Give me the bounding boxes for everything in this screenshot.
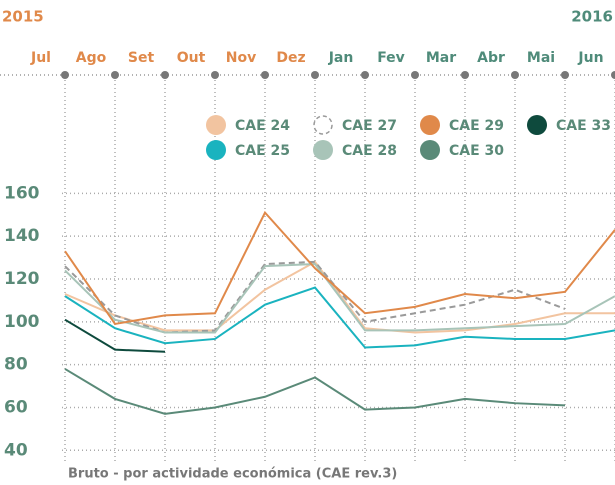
legend-marker — [206, 115, 226, 135]
y-tick-label: 120 — [4, 269, 40, 289]
caption: Bruto - por actividade económica (CAE re… — [68, 467, 397, 482]
series-line — [64, 286, 615, 349]
y-tick-label: 60 — [4, 397, 28, 417]
legend-label: CAE 33 — [556, 118, 611, 134]
timeline-dot — [361, 71, 369, 79]
series-line — [64, 318, 166, 353]
legend-marker — [206, 140, 226, 160]
legend-label: CAE 24 — [235, 118, 290, 134]
y-tick-label: 40 — [4, 440, 28, 460]
x-tick-label: Mai — [527, 50, 555, 66]
y-tick-label: 140 — [4, 226, 40, 246]
series-line — [64, 260, 566, 334]
x-tick-label: Abr — [477, 50, 505, 66]
x-tick-label: Jun — [577, 50, 603, 66]
timeline-dot — [511, 71, 519, 79]
timeline-dot — [61, 71, 69, 79]
timeline-dot — [111, 71, 119, 79]
timeline-dot — [261, 71, 269, 79]
x-tick-label: Jul — [30, 50, 51, 66]
legend-marker — [420, 140, 440, 160]
timeline-dot — [411, 71, 419, 79]
x-tick-label: Ago — [76, 50, 107, 66]
timeline-dot — [161, 71, 169, 79]
x-tick-label: Out — [177, 50, 206, 66]
series-line — [64, 368, 566, 415]
x-tick-label: Fev — [377, 50, 405, 66]
legend-label: CAE 30 — [449, 143, 504, 159]
x-tick-label: Set — [128, 50, 155, 66]
timeline-dot — [561, 71, 569, 79]
year-label: 2016 — [571, 8, 613, 26]
series-line — [64, 210, 615, 326]
legend-marker — [313, 140, 333, 160]
y-tick-label: 80 — [4, 355, 28, 375]
legend-label: CAE 25 — [235, 143, 290, 159]
legend-marker — [527, 115, 547, 135]
timeline-dot — [611, 71, 615, 79]
timeline-dot — [211, 71, 219, 79]
series-line — [64, 260, 615, 334]
timeline-dot — [311, 71, 319, 79]
legend-marker — [420, 115, 440, 135]
legend-label: CAE 27 — [342, 118, 397, 134]
x-tick-label: Mar — [426, 50, 456, 66]
year-label: 2015 — [2, 8, 44, 26]
x-tick-label: Jan — [328, 50, 354, 66]
y-tick-label: 100 — [4, 312, 40, 332]
series-line — [64, 262, 615, 334]
legend-label: CAE 28 — [342, 143, 397, 159]
y-tick-label: 160 — [4, 183, 40, 203]
x-tick-label: Nov — [226, 50, 256, 66]
x-tick-label: Dez — [276, 50, 305, 66]
legend-label: CAE 29 — [449, 118, 504, 134]
legend-marker — [313, 115, 333, 135]
timeline-dot — [461, 71, 469, 79]
